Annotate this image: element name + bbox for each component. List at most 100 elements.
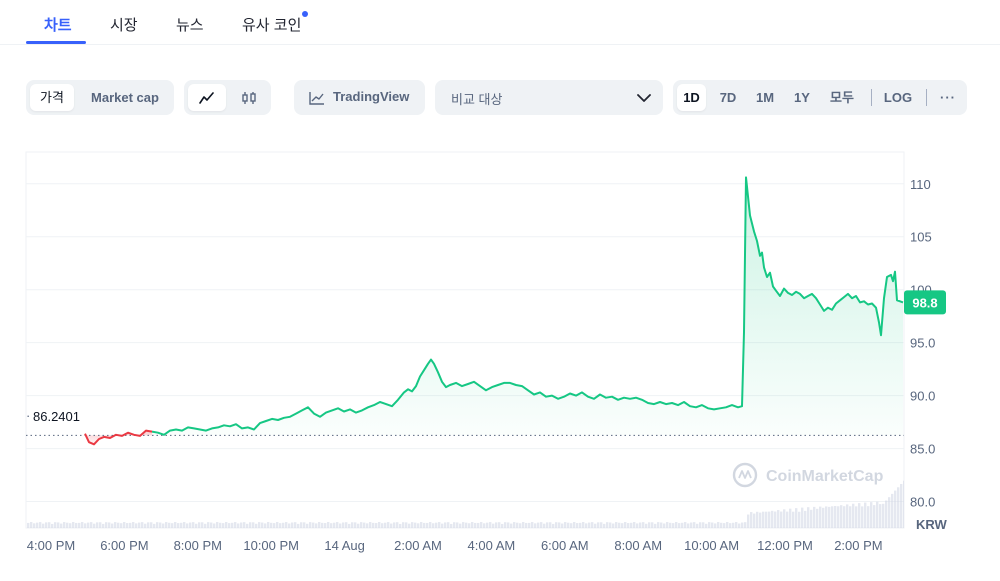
marketcap-toggle-button[interactable]: Market cap: [91, 90, 159, 105]
volume-bar: [591, 522, 594, 528]
volume-bar: [90, 522, 93, 528]
volume-bar: [408, 523, 411, 528]
volume-bar: [393, 522, 396, 528]
volume-bar: [48, 522, 51, 528]
x-tick-label: 4:00 PM: [27, 538, 75, 553]
y-tick-label: 105: [910, 230, 932, 245]
volume-bar: [810, 509, 813, 528]
y-tick-label: 110: [910, 177, 931, 192]
compare-select[interactable]: 비교 대상: [435, 80, 663, 115]
volume-bar: [117, 522, 120, 528]
volume-bar: [726, 522, 729, 528]
range-1y-button[interactable]: 1Y: [794, 90, 810, 105]
more-options-button[interactable]: ···: [940, 90, 956, 105]
volume-bar: [618, 522, 621, 528]
volume-bar: [63, 522, 66, 528]
volume-bar: [798, 511, 801, 528]
x-tick-label: 6:00 PM: [100, 538, 148, 553]
volume-bar: [330, 523, 333, 528]
volume-bars: [27, 480, 904, 528]
volume-bar: [705, 523, 708, 528]
tab-markets[interactable]: 시장: [110, 17, 138, 34]
volume-bar: [414, 522, 417, 528]
price-line-up: [151, 176, 904, 436]
x-tick-label: 2:00 AM: [394, 538, 442, 553]
candlestick-chart-button[interactable]: [230, 84, 268, 111]
volume-bar: [549, 522, 552, 528]
volume-bar: [468, 523, 471, 528]
volume-bar: [246, 523, 249, 528]
volume-bar: [831, 506, 834, 528]
range-all-button[interactable]: 모두: [830, 90, 854, 105]
volume-bar: [243, 522, 246, 528]
volume-bar: [891, 493, 894, 528]
volume-bar: [174, 522, 177, 528]
volume-bar: [30, 522, 33, 528]
volume-bar: [819, 506, 822, 528]
volume-bar: [666, 522, 669, 528]
volume-bar: [762, 511, 765, 528]
volume-bar: [270, 522, 273, 528]
volume-bar: [897, 487, 900, 528]
volume-bar: [885, 500, 888, 528]
volume-bar: [327, 522, 330, 528]
volume-bar: [120, 523, 123, 528]
volume-bar: [825, 506, 828, 528]
compare-select-placeholder: 비교 대상: [451, 92, 503, 107]
volume-bar: [753, 513, 756, 528]
volume-bar: [516, 522, 519, 528]
line-chart-button[interactable]: [188, 84, 226, 111]
volume-bar: [348, 523, 351, 528]
tab-similar-coins[interactable]: 유사 코인: [242, 11, 309, 35]
volume-bar: [474, 522, 477, 528]
volume-bar: [444, 522, 447, 528]
log-scale-button[interactable]: LOG: [883, 90, 913, 105]
volume-bar: [804, 510, 807, 528]
volume-bar: [297, 523, 300, 528]
volume-bar: [132, 522, 135, 528]
volume-bar: [303, 522, 306, 528]
tradingview-button[interactable]: TradingView: [294, 80, 425, 115]
volume-bar: [687, 523, 690, 528]
x-tick-label: 6:00 AM: [541, 538, 589, 553]
volume-bar: [273, 523, 276, 528]
volume-bar: [540, 522, 543, 528]
volume-bar: [411, 522, 414, 528]
volume-bar: [600, 522, 603, 528]
current-price-tag: 98.8: [904, 290, 946, 315]
volume-bar: [894, 490, 897, 528]
volume-bar: [126, 523, 129, 528]
volume-bar: [156, 522, 159, 528]
volume-bar: [375, 523, 378, 528]
volume-bar: [417, 523, 420, 528]
tab-news[interactable]: 뉴스: [176, 17, 204, 34]
volume-bar: [213, 523, 216, 528]
volume-bar: [543, 523, 546, 528]
volume-bar: [336, 522, 339, 528]
range-1m-button[interactable]: 1M: [755, 90, 775, 105]
range-1d-button[interactable]: 1D: [677, 84, 706, 111]
volume-bar: [789, 508, 792, 528]
volume-bar: [837, 506, 840, 528]
volume-bar: [813, 506, 816, 528]
volume-bar: [423, 522, 426, 528]
volume-bar: [450, 523, 453, 528]
volume-bar: [201, 522, 204, 528]
volume-bar: [612, 523, 615, 528]
tab-chart[interactable]: 차트: [44, 17, 72, 34]
volume-bar: [177, 523, 180, 528]
volume-bar: [45, 522, 48, 528]
range-7d-button[interactable]: 7D: [719, 90, 737, 105]
x-tick-label: 10:00 AM: [684, 538, 739, 553]
volume-bar: [360, 522, 363, 528]
price-toggle-button[interactable]: 가격: [30, 84, 74, 111]
volume-bar: [627, 523, 630, 528]
volume-bar: [231, 522, 234, 528]
y-tick-label: 80.0: [910, 495, 935, 510]
volume-bar: [624, 522, 627, 528]
volume-bar: [567, 522, 570, 528]
volume-bar: [471, 522, 474, 528]
volume-bar: [198, 522, 201, 528]
